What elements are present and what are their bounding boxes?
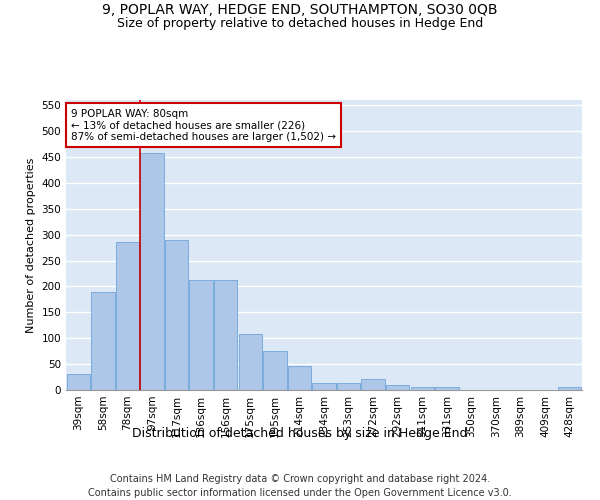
Text: 9, POPLAR WAY, HEDGE END, SOUTHAMPTON, SO30 0QB: 9, POPLAR WAY, HEDGE END, SOUTHAMPTON, S… [102,2,498,16]
Bar [435,388,458,390]
Bar [67,374,90,390]
Bar [263,351,287,390]
Bar [410,388,434,390]
Bar [337,384,360,390]
Bar [313,383,335,390]
Bar [190,280,213,390]
Bar [386,386,409,390]
Bar [214,280,238,390]
Bar [116,242,139,390]
Bar [239,334,262,390]
Y-axis label: Number of detached properties: Number of detached properties [26,158,36,332]
Text: 9 POPLAR WAY: 80sqm
← 13% of detached houses are smaller (226)
87% of semi-detac: 9 POPLAR WAY: 80sqm ← 13% of detached ho… [71,108,336,142]
Bar [91,292,115,390]
Text: Size of property relative to detached houses in Hedge End: Size of property relative to detached ho… [117,18,483,30]
Bar [288,366,311,390]
Bar [558,388,581,390]
Bar [165,240,188,390]
Bar [140,153,164,390]
Bar [361,378,385,390]
Text: Distribution of detached houses by size in Hedge End: Distribution of detached houses by size … [132,428,468,440]
Text: Contains HM Land Registry data © Crown copyright and database right 2024.
Contai: Contains HM Land Registry data © Crown c… [88,474,512,498]
